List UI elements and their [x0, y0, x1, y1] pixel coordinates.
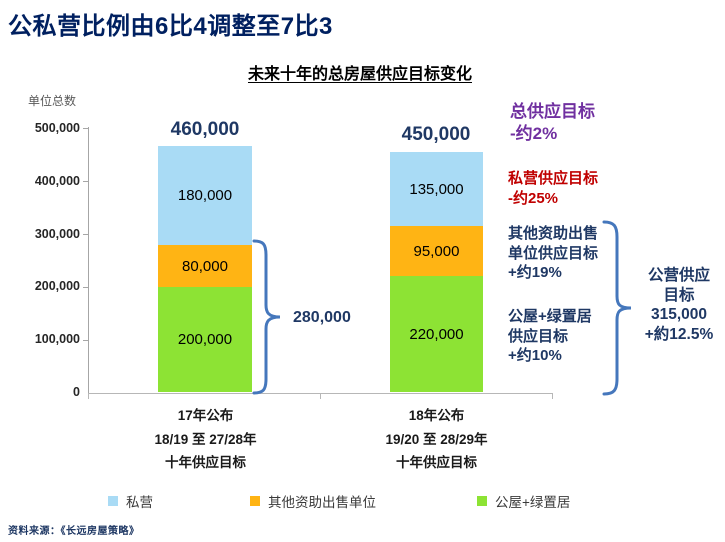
bar2-segment-subsidised: 95,000 [390, 226, 483, 276]
y-tick-label: 500,000 [34, 121, 80, 135]
annotation-private-supply-line2: -约25% [508, 190, 559, 207]
y-tick-label: 400,000 [34, 174, 80, 188]
bar2-segment-private: 135,000 [390, 152, 483, 226]
legend-swatch-private-icon [108, 496, 118, 506]
legend-label-private: 私营 [126, 495, 153, 510]
annotation-public-total-line1: 公营供应 [647, 267, 710, 284]
y-tick-label: 0 [73, 385, 80, 399]
chart-title: 未来十年的总房屋供应目标变化 [247, 66, 472, 83]
annotation-subsidised-line3: +约19% [508, 264, 562, 281]
annotation-private-supply-line1: 私营供应目标 [508, 170, 599, 187]
annotation-public-line3: +约10% [508, 347, 562, 364]
bar2-subsidised-value: 95,000 [413, 242, 460, 260]
bar1-category-line3: 十年供应目标 [165, 455, 246, 470]
annotation-public-total-line3: 315,000 [650, 306, 708, 323]
annotation-public-supply: 公屋+绿置居 供应目标 +约10% [508, 307, 592, 366]
bar1-total-label: 460,000 [170, 119, 240, 140]
annotation-total-supply-line1: 总供应目标 [510, 102, 595, 121]
bar1-category-line2: 18/19 至 27/28年 [154, 431, 257, 447]
y-tick-label: 200,000 [34, 279, 80, 293]
annotation-public-line1: 公屋+绿置居 [508, 308, 592, 325]
annotation-public-line2: 供应目标 [508, 327, 569, 345]
left-brace-icon [252, 239, 281, 395]
bar2-category-line2: 19/20 至 28/29年 [385, 431, 488, 447]
slide-title: 公私营比例由6比4调整至7比3 [8, 13, 333, 40]
annotation-public-total-line2: 目标 [663, 286, 695, 304]
y-tick-label: 300,000 [34, 227, 80, 241]
source-note: 资料来源：《长远房屋策略》 [8, 526, 140, 537]
bar2-segment-public: 220,000 [390, 276, 483, 392]
annotation-public-total-line4: +約12.5% [644, 325, 714, 343]
legend-swatch-subsidised-icon [250, 496, 260, 506]
annotation-public-total: 公营供应 目标 315,000 +約12.5% [633, 266, 725, 344]
y-axis-tick [83, 181, 88, 182]
legend-swatch-public-icon [477, 496, 487, 506]
bar2-private-value: 135,000 [409, 180, 464, 198]
bar2-category-label: 18年公布 19/20 至 28/29年 十年供应目标 [359, 404, 514, 475]
bar1-segment-public: 200,000 [158, 287, 252, 392]
annotation-total-supply: 总供应目标 -约2% [510, 101, 595, 145]
bar1-category-line1: 17年公布 [177, 408, 234, 423]
annotation-subsidised-line2: 单位供应目标 [508, 244, 599, 262]
annotation-subsidised-line1: 其他资助出售 [508, 225, 599, 242]
bar1-private-value: 180,000 [177, 187, 233, 204]
annotation-total-supply-line2: -约2% [510, 124, 558, 143]
x-axis-tick [320, 393, 321, 399]
bar1-segment-private: 180,000 [158, 146, 252, 245]
bar2-total-label: 450,000 [401, 124, 471, 145]
bar2-category-line3: 十年供应目标 [396, 455, 477, 470]
annotation-private-supply: 私营供应目标 -约25% [508, 169, 598, 209]
bar1-public-value: 200,000 [177, 331, 233, 348]
y-axis-tick [83, 287, 88, 288]
y-axis-tick [83, 128, 88, 129]
y-tick-label: 100,000 [34, 332, 80, 346]
x-axis-tick [88, 393, 89, 399]
annotation-subsidised-supply: 其他资助出售 单位供应目标 +约19% [508, 224, 598, 283]
legend-label-public: 公屋+绿置居 [495, 495, 571, 510]
bar1-segment-subsidised: 80,000 [158, 245, 252, 287]
y-axis-tick [83, 234, 88, 235]
legend-item-subsidised: 其他资助出售单位 [250, 491, 376, 511]
bar2-public-value: 220,000 [409, 325, 464, 343]
right-brace-icon [602, 220, 632, 396]
y-axis-line [88, 127, 89, 393]
bar1-subsidised-value: 80,000 [182, 257, 228, 275]
bar1-category-label: 17年公布 18/19 至 27/28年 十年供应目标 [128, 404, 283, 475]
left-brace-value: 280,000 [293, 309, 351, 326]
legend-item-private: 私营 [108, 491, 153, 511]
y-axis-label: 单位总数 [28, 94, 77, 108]
x-axis-tick [552, 393, 553, 399]
y-axis-tick [83, 340, 88, 341]
legend-item-public: 公屋+绿置居 [477, 491, 570, 511]
legend-label-subsidised: 其他资助出售单位 [268, 495, 376, 510]
bar2-category-line1: 18年公布 [408, 408, 465, 423]
